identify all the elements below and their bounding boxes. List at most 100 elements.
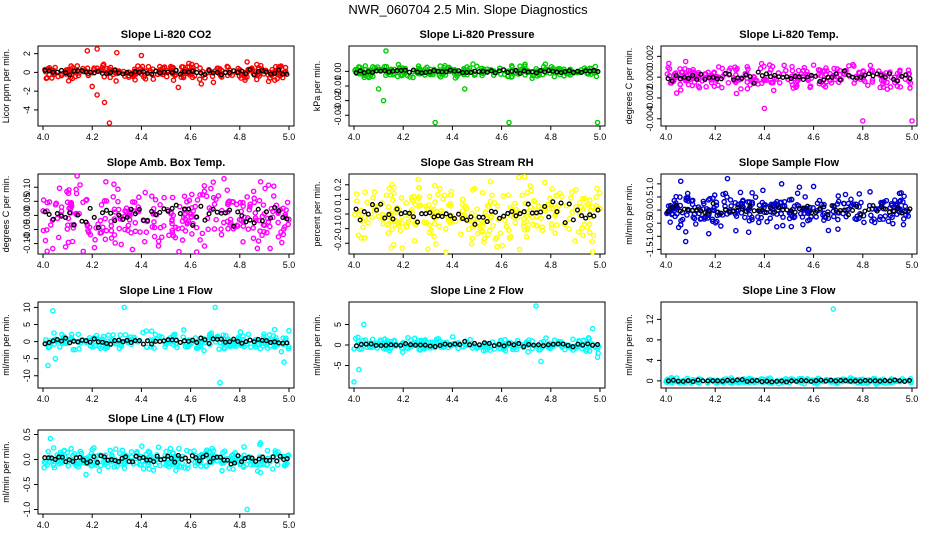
- data-point: [169, 218, 175, 224]
- data-point: [766, 62, 773, 68]
- mean-point: [743, 208, 749, 214]
- mean-point: [706, 208, 712, 214]
- data-point: [141, 238, 148, 245]
- data-point: [42, 237, 49, 244]
- data-point: [494, 243, 500, 250]
- mean-point: [124, 337, 130, 343]
- mean-point: [120, 216, 126, 222]
- mean-point: [902, 378, 908, 384]
- data-point: [593, 202, 600, 209]
- mean-point: [535, 342, 542, 348]
- data-point: [176, 445, 182, 452]
- data-point: [47, 222, 54, 228]
- data-point: [695, 83, 702, 90]
- mean-point: [207, 459, 213, 465]
- data-point: [901, 193, 907, 200]
- data-point: [666, 66, 673, 72]
- mean-point: [705, 378, 711, 384]
- data-point: [545, 201, 552, 208]
- data-point: [494, 203, 501, 209]
- mean-point: [804, 74, 810, 80]
- data-point: [441, 192, 448, 199]
- data-point: [764, 218, 770, 225]
- data-point: [528, 188, 534, 194]
- mean-point: [747, 74, 753, 80]
- data-point: [705, 230, 712, 237]
- mean-point: [488, 68, 494, 74]
- data-point: [218, 226, 224, 232]
- mean-point: [161, 456, 167, 462]
- mean-point: [862, 377, 868, 384]
- mean-point: [866, 206, 872, 212]
- mean-point: [823, 378, 829, 384]
- mean-point: [749, 378, 755, 384]
- data-point: [165, 460, 172, 467]
- data-point: [810, 62, 817, 68]
- mean-point: [735, 204, 741, 210]
- data-point: [878, 201, 885, 208]
- data-point: [581, 195, 588, 202]
- data-point: [512, 220, 519, 226]
- data-point: [411, 335, 418, 342]
- mean-point: [501, 67, 507, 73]
- data-point: [221, 345, 228, 352]
- mean-point: [52, 456, 58, 463]
- data-point: [689, 197, 696, 204]
- data-point: [183, 447, 190, 454]
- plot-panel-2: Slope Li-820 Pressure kPa per min. 4.0 4.2 4…: [312, 29, 606, 142]
- x-tick-label: 4.2: [397, 132, 410, 142]
- y-axis-label: ml/min per min.: [1, 314, 11, 376]
- y-tick-label: 5: [333, 322, 343, 327]
- mean-point: [151, 459, 157, 465]
- data-point: [509, 64, 515, 70]
- mean-point: [50, 338, 56, 344]
- mean-point: [161, 206, 167, 212]
- data-point: [786, 197, 793, 203]
- data-point: [45, 448, 51, 455]
- mean-point: [427, 343, 433, 349]
- mean-point: [177, 71, 183, 77]
- mean-point: [403, 341, 409, 347]
- outlier-point: [677, 178, 684, 185]
- mean-point: [698, 71, 704, 77]
- data-point: [100, 224, 106, 231]
- mean-point: [857, 378, 863, 384]
- x-tick-label: 4.4: [135, 394, 148, 404]
- data-point: [156, 63, 163, 70]
- mean-point: [903, 208, 909, 214]
- outlier-point: [52, 355, 59, 362]
- data-point: [416, 203, 422, 209]
- data-point: [554, 66, 561, 73]
- data-point: [210, 79, 217, 86]
- mean-point: [529, 210, 535, 216]
- mean-point: [841, 207, 847, 213]
- data-point: [196, 76, 203, 83]
- data-point: [52, 201, 59, 208]
- data-point: [492, 236, 499, 243]
- y-tick-label: -5: [22, 355, 32, 363]
- mean-point: [157, 209, 163, 215]
- mean-point: [767, 74, 774, 80]
- mean-point: [369, 202, 376, 208]
- data-point: [524, 225, 531, 231]
- data-point: [105, 332, 112, 339]
- mean-point: [550, 199, 556, 205]
- mean-point: [194, 214, 200, 220]
- mean-point: [555, 341, 561, 347]
- data-point: [741, 214, 748, 221]
- mean-point: [112, 218, 118, 224]
- mean-point: [196, 458, 202, 464]
- data-point: [835, 193, 842, 199]
- y-tick-label: 0.10: [22, 178, 32, 196]
- data-point: [278, 348, 285, 355]
- data-point: [883, 197, 890, 204]
- data-point: [790, 85, 797, 91]
- data-point: [801, 64, 808, 71]
- data-point: [834, 66, 841, 72]
- data-point: [684, 195, 691, 202]
- mean-point: [866, 71, 872, 77]
- mean-point: [136, 206, 142, 212]
- outlier-point: [47, 435, 54, 442]
- mean-point: [462, 338, 468, 345]
- x-tick-label: 4.6: [495, 132, 508, 142]
